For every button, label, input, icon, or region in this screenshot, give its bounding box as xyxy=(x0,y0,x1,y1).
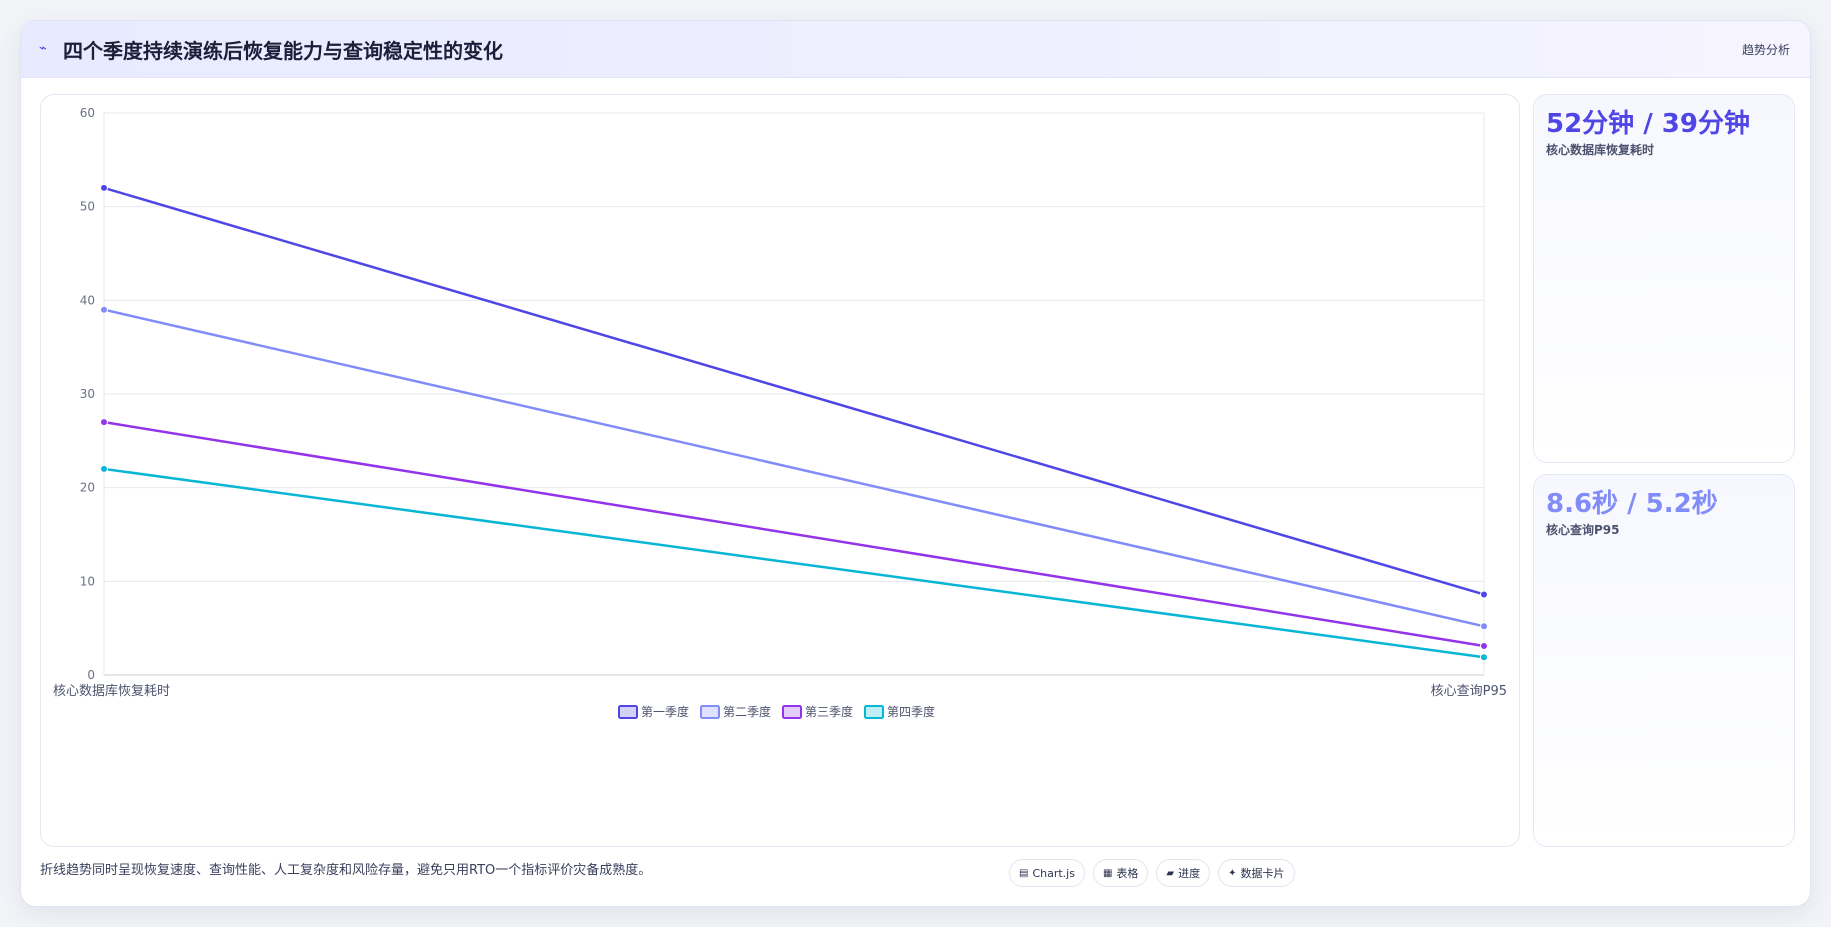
kpi-label: 核心查询P95 xyxy=(1546,523,1620,537)
y-tick-label: 60 xyxy=(80,106,95,120)
legend-swatch xyxy=(864,705,884,719)
legend-label: 第二季度 xyxy=(723,704,771,719)
kpi-card-query: 8.6秒 / 5.2秒 核心查询P95 xyxy=(1533,474,1795,847)
kpi-value: 52分钟 / 39分钟 xyxy=(1546,109,1750,139)
x-tick-label: 核心数据库恢复耗时 xyxy=(53,683,170,699)
pill-label: 数据卡片 xyxy=(1240,867,1285,880)
series-line xyxy=(103,467,1485,659)
footnote: 折线趋势同时呈现恢复速度、查询性能、人工复杂度和风险存量，避免只用RTO一个指标… xyxy=(40,863,652,878)
page-title: 四个季度持续演练后恢复能力与查询稳定性的变化 xyxy=(63,39,503,63)
dashboard-card: ⌁ 四个季度持续演练后恢复能力与查询稳定性的变化 趋势分析 0 10 20 30 40 5… xyxy=(20,20,1811,907)
pill-label: 进度 xyxy=(1178,867,1201,880)
data-point xyxy=(1480,641,1488,650)
card-icon: ✦ xyxy=(1228,867,1237,879)
legend-label: 第四季度 xyxy=(887,704,935,719)
trend-line-icon: ⌁ xyxy=(39,41,47,56)
y-tick-label: 20 xyxy=(80,481,95,495)
legend-swatch xyxy=(782,705,802,719)
view-switcher: ▤ Chart.js ▦ 表格 ▰ 进度 ✦ 数据卡片 xyxy=(1009,859,1295,887)
table-pill[interactable]: ▦ 表格 xyxy=(1092,859,1149,887)
pill-label: 表格 xyxy=(1116,867,1139,880)
chart-icon: ▤ xyxy=(1019,867,1029,879)
legend-swatch xyxy=(618,705,638,719)
data-point xyxy=(100,418,108,427)
kpi-label: 核心数据库恢复耗时 xyxy=(1546,143,1655,157)
legend-label: 第三季度 xyxy=(805,704,853,719)
line-chart: 0 10 20 30 40 50 60 核心数据库恢复耗时 核心查询P95 第一季度 第二季度 第三季… xyxy=(53,106,1507,719)
data-card-pill[interactable]: ✦ 数据卡片 xyxy=(1218,859,1295,887)
y-tick-label: 40 xyxy=(80,293,95,307)
data-point xyxy=(1480,590,1488,599)
kpi-card-recovery: 52分钟 / 39分钟 核心数据库恢复耗时 xyxy=(1533,94,1795,463)
kpi-value: 8.6秒 / 5.2秒 xyxy=(1546,489,1718,519)
series-line xyxy=(103,420,1485,648)
data-point xyxy=(100,464,108,473)
y-tick-label: 30 xyxy=(80,387,95,401)
chartjs-pill[interactable]: ▤ Chart.js xyxy=(1009,859,1085,887)
legend-label: 第一季度 xyxy=(641,704,689,719)
legend-swatch xyxy=(700,705,720,719)
data-point xyxy=(100,183,108,192)
pill-label: Chart.js xyxy=(1032,866,1075,880)
y-tick-label: 0 xyxy=(87,668,95,682)
series-line xyxy=(103,308,1485,628)
progress-pill[interactable]: ▰ 进度 xyxy=(1156,859,1211,887)
card-header: ⌁ 四个季度持续演练后恢复能力与查询稳定性的变化 趋势分析 xyxy=(21,21,1810,78)
y-tick-label: 50 xyxy=(80,200,95,214)
y-tick-label: 10 xyxy=(80,574,95,588)
data-point xyxy=(1480,653,1488,662)
x-tick-label: 核心查询P95 xyxy=(1431,684,1507,699)
header-tag: 趋势分析 xyxy=(1741,43,1790,57)
table-icon: ▦ xyxy=(1102,867,1113,879)
data-point xyxy=(1480,622,1488,631)
progress-icon: ▰ xyxy=(1166,867,1175,879)
series-line xyxy=(103,186,1485,596)
data-point xyxy=(100,305,108,314)
chart-panel: 0 10 20 30 40 50 60 核心数据库恢复耗时 核心查询P95 第一季度 第二季度 第三季… xyxy=(40,94,1520,847)
